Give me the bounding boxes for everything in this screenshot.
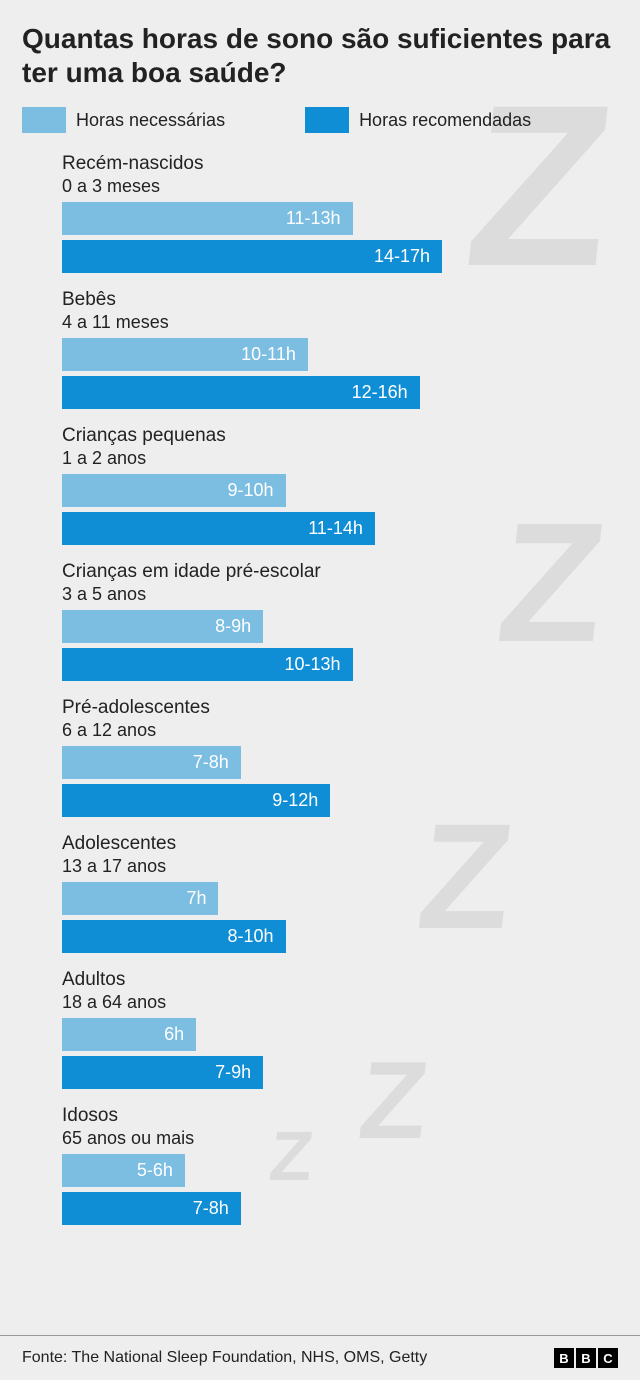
bar-chart: Recém-nascidos0 a 3 meses 11-13h 14-17h Beb… [22, 153, 618, 1225]
bbc-logo-letter: B [576, 1348, 596, 1368]
group-subtitle: 0 a 3 meses [62, 176, 618, 197]
chart-title: Quantas horas de sono são suficientes pa… [22, 22, 618, 89]
group-subtitle: 1 a 2 anos [62, 448, 618, 469]
bar-necessary: 7-8h [62, 746, 241, 779]
bar-recommended: 11-14h [62, 512, 375, 545]
group-subtitle: 6 a 12 anos [62, 720, 618, 741]
bar-recommended: 14-17h [62, 240, 442, 273]
group-subtitle: 18 a 64 anos [62, 992, 618, 1013]
group-title: Bebês [62, 289, 618, 311]
age-group: Crianças em idade pré-escolar3 a 5 anos 8… [62, 561, 618, 681]
group-title: Pré-adolescentes [62, 697, 618, 719]
legend-label-necessary: Horas necessárias [76, 110, 225, 131]
bar-necessary: 11-13h [62, 202, 353, 235]
bar-necessary: 8-9h [62, 610, 263, 643]
bar-necessary: 9-10h [62, 474, 286, 507]
age-group: Pré-adolescentes6 a 12 anos 7-8h 9-12h [62, 697, 618, 817]
legend-swatch-recommended [305, 107, 349, 133]
group-title: Adultos [62, 969, 618, 991]
age-group: Recém-nascidos0 a 3 meses 11-13h 14-17h [62, 153, 618, 273]
group-subtitle: 3 a 5 anos [62, 584, 618, 605]
bar-recommended: 10-13h [62, 648, 353, 681]
group-title: Crianças em idade pré-escolar [62, 561, 618, 583]
bar-recommended: 12-16h [62, 376, 420, 409]
bar-recommended: 7-8h [62, 1192, 241, 1225]
bar-necessary: 6h [62, 1018, 196, 1051]
age-group: Adolescentes13 a 17 anos 7h 8-10h [62, 833, 618, 953]
group-subtitle: 4 a 11 meses [62, 312, 618, 333]
group-title: Recém-nascidos [62, 153, 618, 175]
legend-swatch-necessary [22, 107, 66, 133]
bbc-logo-letter: C [598, 1348, 618, 1368]
footer: Fonte: The National Sleep Foundation, NH… [0, 1335, 640, 1380]
legend-item-necessary: Horas necessárias [22, 107, 225, 133]
group-title: Crianças pequenas [62, 425, 618, 447]
source-text: Fonte: The National Sleep Foundation, NH… [22, 1349, 427, 1367]
legend-label-recommended: Horas recomendadas [359, 110, 531, 131]
age-group: Adultos18 a 64 anos 6h 7-9h [62, 969, 618, 1089]
group-subtitle: 65 anos ou mais [62, 1128, 618, 1149]
bbc-logo-letter: B [554, 1348, 574, 1368]
age-group: Bebês4 a 11 meses 10-11h 12-16h [62, 289, 618, 409]
group-title: Idosos [62, 1105, 618, 1127]
bar-necessary: 7h [62, 882, 218, 915]
age-group: Idosos65 anos ou mais 5-6h 7-8h [62, 1105, 618, 1225]
age-group: Crianças pequenas1 a 2 anos 9-10h 11-14h [62, 425, 618, 545]
bar-recommended: 7-9h [62, 1056, 263, 1089]
group-title: Adolescentes [62, 833, 618, 855]
group-subtitle: 13 a 17 anos [62, 856, 618, 877]
bar-recommended: 9-12h [62, 784, 330, 817]
bar-recommended: 8-10h [62, 920, 286, 953]
bbc-logo: BBC [554, 1348, 618, 1368]
legend: Horas necessárias Horas recomendadas [22, 107, 618, 133]
bar-necessary: 10-11h [62, 338, 308, 371]
legend-item-recommended: Horas recomendadas [305, 107, 531, 133]
bar-necessary: 5-6h [62, 1154, 185, 1187]
